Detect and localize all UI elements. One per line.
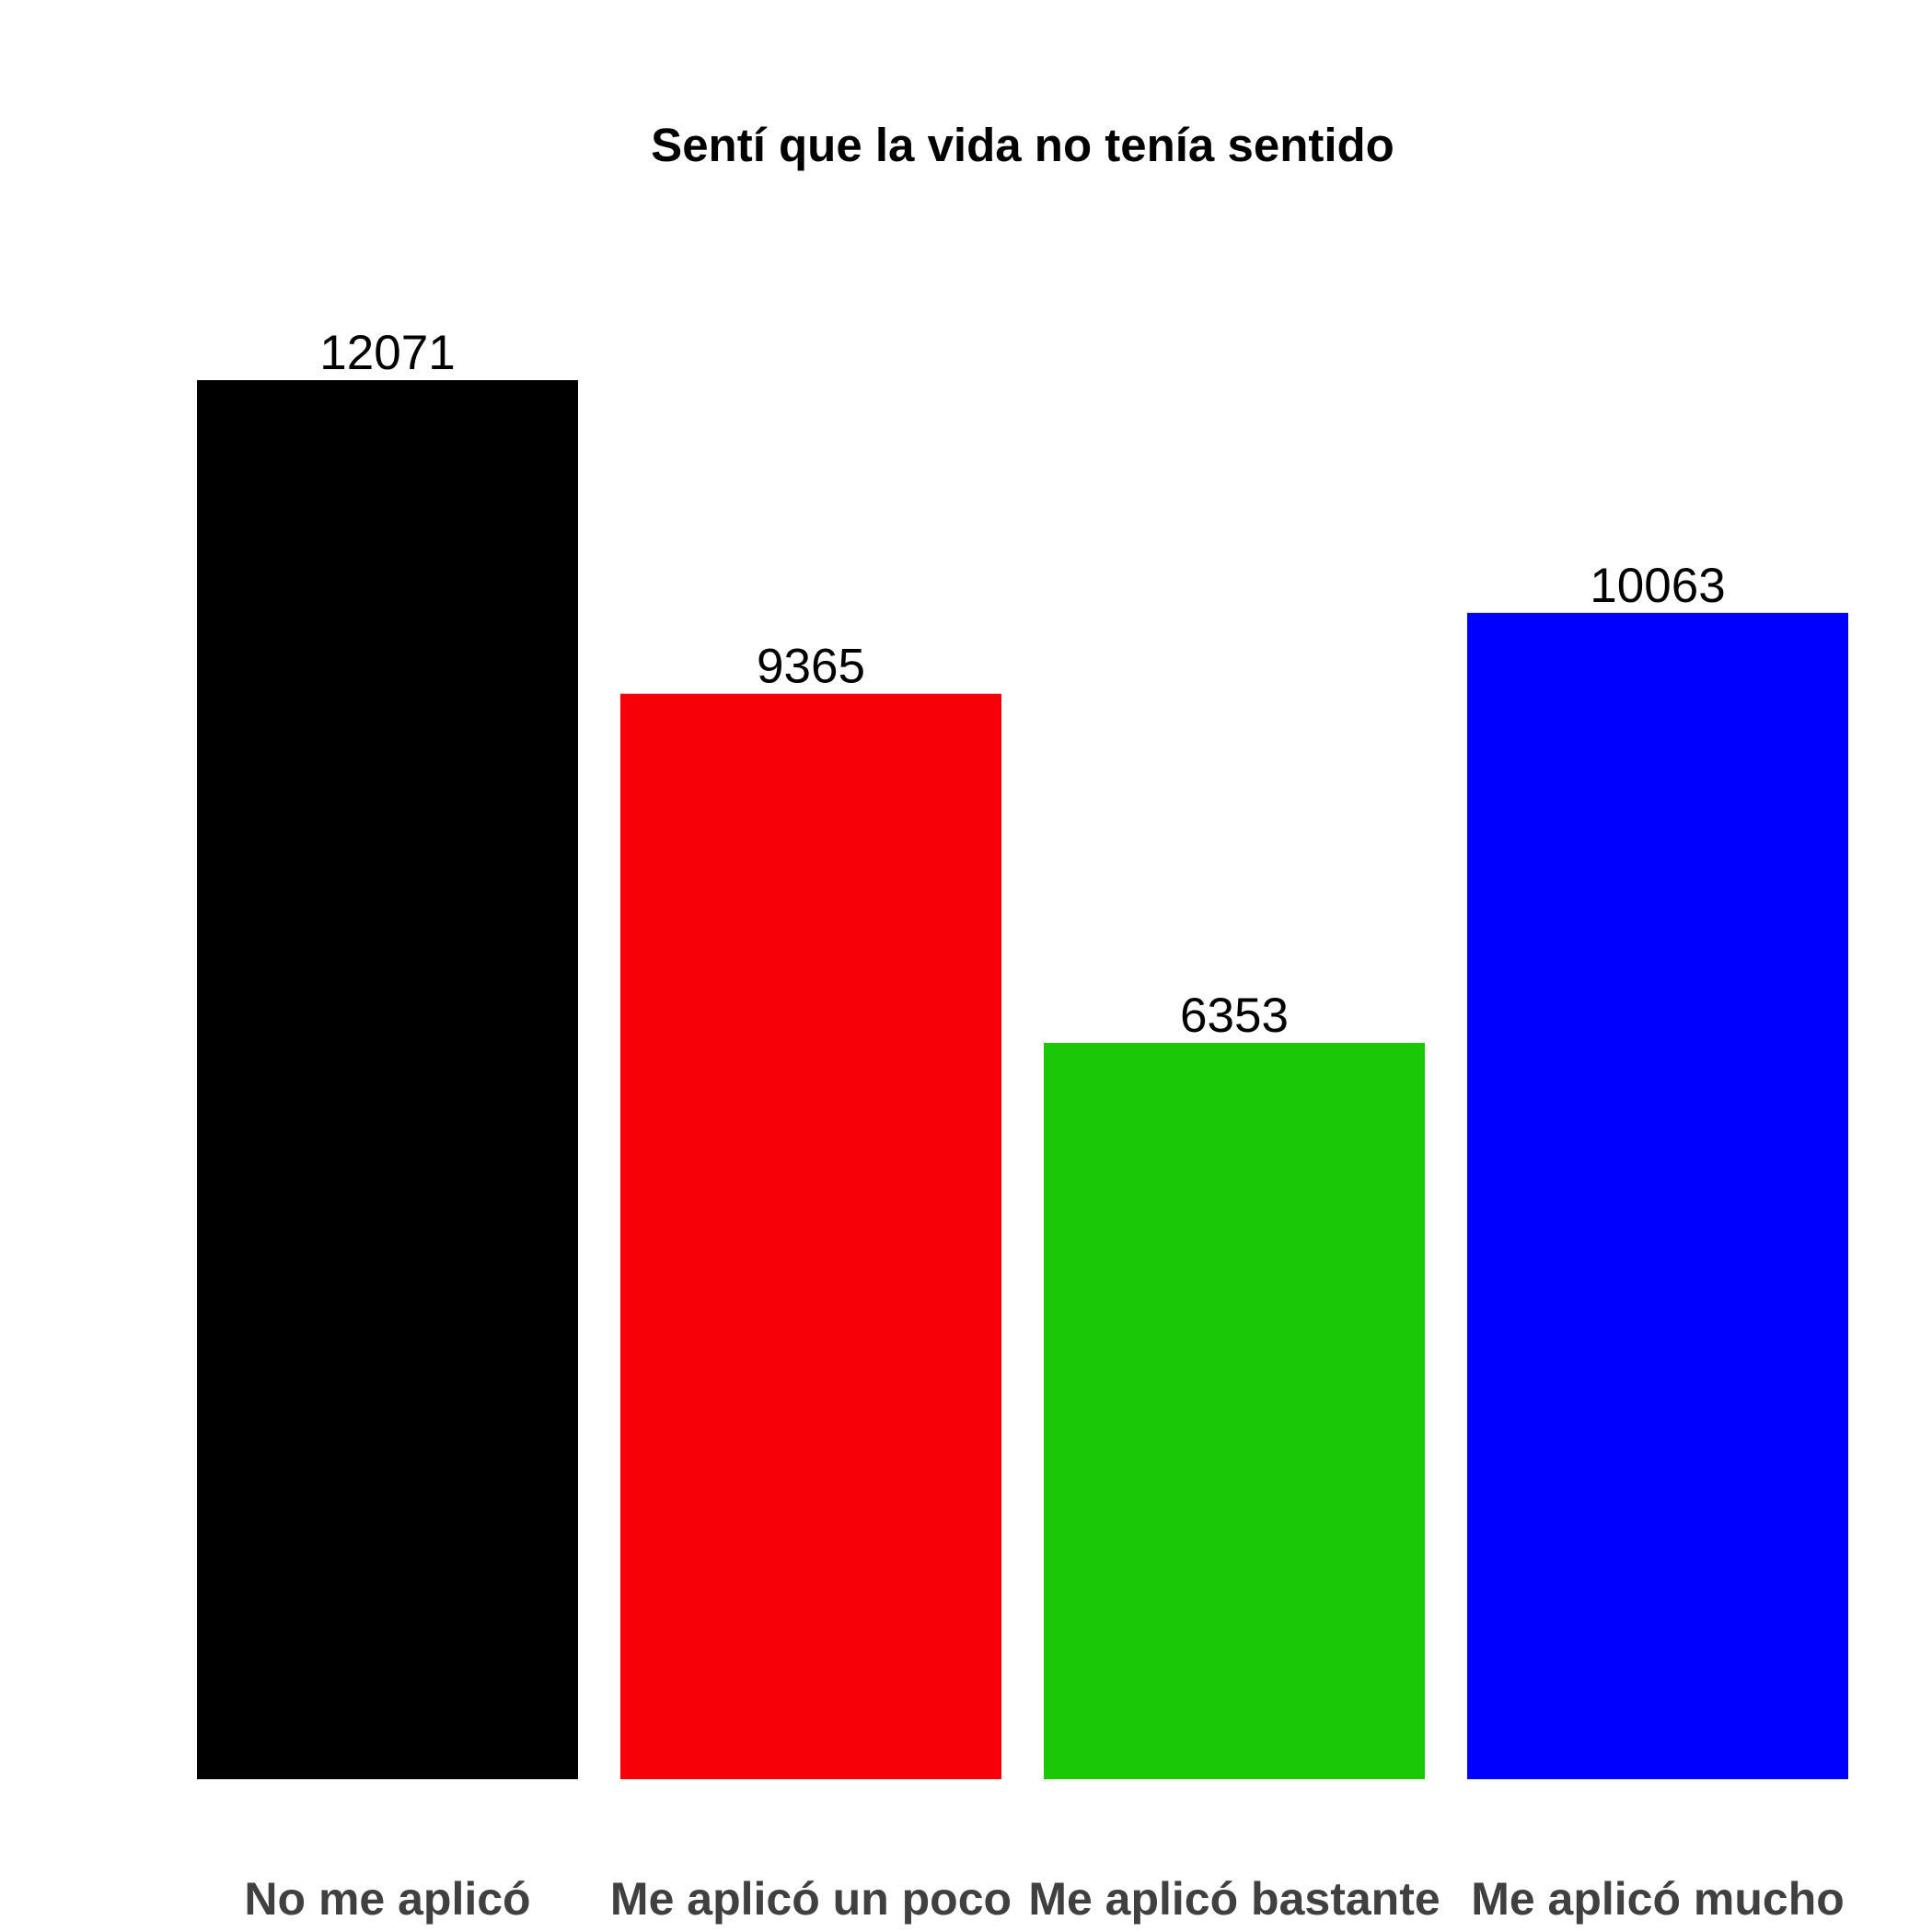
category-label-4: Me aplicó mucho (1471, 1873, 1845, 1925)
value-label-1: 12071 (319, 326, 455, 380)
category-labels-layer: No me aplicó Me aplicó un poco Me aplicó b… (244, 1873, 1844, 1925)
category-label-1: No me aplicó (244, 1873, 530, 1925)
bar-4 (1467, 612, 1848, 1780)
value-label-3: 6353 (1180, 989, 1289, 1043)
value-label-2: 9365 (757, 640, 865, 694)
category-label-2: Me aplicó un poco (610, 1873, 1012, 1925)
value-label-4: 10063 (1590, 559, 1725, 613)
bar-3 (1044, 1043, 1425, 1779)
chart-title: Sentí que la vida no tenía sentido (651, 119, 1394, 171)
value-labels-layer: 12071 9365 6353 10063 (319, 326, 1725, 1043)
category-label-3: Me aplicó bastante (1028, 1873, 1440, 1925)
bars-layer (197, 380, 1848, 1780)
bar-1 (197, 380, 578, 1779)
bar-2 (620, 693, 1001, 1780)
